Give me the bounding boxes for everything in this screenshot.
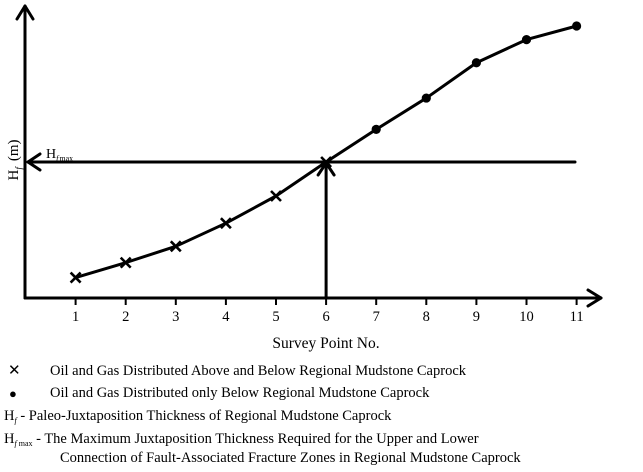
legend-item-dot: ● Oil and Gas Distributed only Below Reg…: [4, 384, 604, 404]
cross-marker-stroke: [169, 240, 182, 253]
y-axis-label-unit: (m): [6, 139, 22, 161]
note2-symbol: H: [4, 431, 15, 447]
x-axis-arrow: [586, 288, 603, 308]
ref-label-sub2: max: [59, 154, 73, 163]
cross-marker: [169, 240, 182, 253]
x-tick-label: 9: [473, 309, 480, 325]
note2-symbol-sub: f: [14, 439, 17, 448]
dot-marker: [421, 93, 431, 103]
legend-item-cross-label: Oil and Gas Distributed Above and Below …: [50, 363, 467, 379]
svg-text:Hfmax: Hfmax: [46, 147, 73, 163]
legend-note-hf: Hf - Paleo-Juxtaposition Thickness of Re…: [4, 407, 604, 427]
dot-marker-icon: ●: [9, 386, 17, 401]
note1-symbol-sub: f: [14, 416, 17, 425]
reference-line-label: Hfmax: [46, 147, 73, 163]
legend-item-dot-label: Oil and Gas Distributed only Below Regio…: [50, 385, 430, 401]
dot-marker: [371, 124, 381, 134]
dot-marker: [521, 35, 532, 45]
cross-marker-icon: ✕: [8, 363, 21, 379]
cross-marker: [320, 156, 333, 168]
svg-text:Hf(m): Hf (m): [6, 139, 24, 180]
legend-item-cross: ✕ Oil and Gas Distributed Above and Belo…: [4, 362, 604, 382]
note1-text: - Paleo-Juxtaposition Thickness of Regio…: [16, 408, 392, 424]
x-tick-label: 6: [322, 309, 329, 325]
cross-marker-stroke: [219, 217, 232, 230]
x-tick-label: 4: [222, 309, 230, 325]
reference-line-arrow: [26, 152, 42, 172]
reference-line: [26, 152, 577, 300]
x-tick-label: 10: [519, 309, 534, 325]
x-tick-label: 5: [272, 309, 279, 325]
cross-marker: [119, 256, 132, 269]
ref-label-sub: f: [56, 154, 60, 163]
cross-marker-stroke: [270, 190, 282, 202]
cross-marker: [69, 271, 82, 284]
note2-line2: Connection of Fault-Associated Fracture …: [60, 450, 521, 466]
legend-note-hfmax: Hf max - The Maximum Juxtaposition Thick…: [4, 430, 639, 470]
y-axis-label-sub: f: [14, 166, 24, 170]
dot-marker: [471, 58, 481, 68]
cross-marker: [270, 190, 282, 202]
axes: [15, 4, 603, 308]
note2-symbol-sub2: max: [16, 439, 33, 448]
y-axis-label-main: H: [6, 170, 22, 181]
cross-marker-stroke: [119, 256, 132, 269]
note1-symbol: H: [4, 408, 15, 424]
markers: [69, 21, 582, 284]
x-tick-label: 11: [570, 309, 584, 325]
x-axis-label: Survey Point No.: [272, 335, 379, 352]
ref-label-main: H: [46, 147, 56, 162]
chart: 1 2 3 4 5 6 7 8 9 10 11 Survey Point No. Hf(m) Hfm…: [6, 4, 603, 352]
dot-marker: [572, 21, 582, 31]
cross-marker-stroke: [69, 271, 82, 284]
x-tick-label: 3: [172, 309, 179, 325]
cross-marker-stroke: [320, 156, 333, 168]
x-tick-label: 7: [373, 309, 380, 325]
y-axis-label: Hf (m): [6, 139, 24, 180]
cross-marker: [219, 217, 232, 230]
x-tick-label: 1: [72, 309, 79, 325]
x-ticks: 1 2 3 4 5 6 7 8 9 10 11: [72, 298, 584, 325]
y-axis-arrow: [15, 4, 35, 21]
note2-text: - The Maximum Juxtaposition Thickness Re…: [32, 431, 479, 447]
x-tick-label: 8: [423, 309, 430, 325]
x-tick-label: 2: [122, 309, 129, 325]
